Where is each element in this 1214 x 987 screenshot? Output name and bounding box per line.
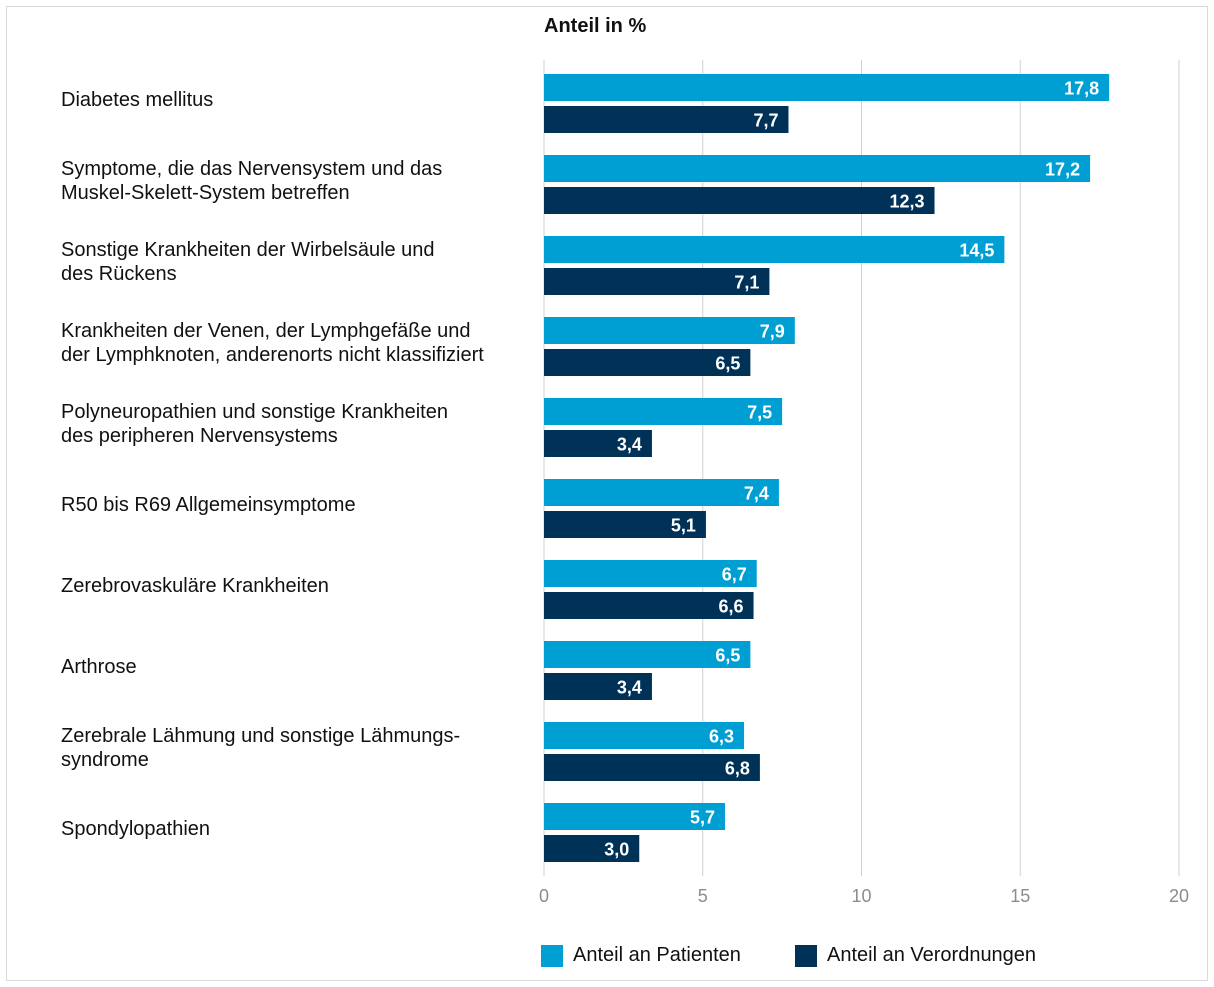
bar-data-label: 12,3: [889, 192, 924, 212]
category-label: Sonstige Krankheiten der Wirbelsäule und…: [61, 239, 435, 285]
bar-data-label: 6,7: [722, 565, 747, 585]
bar: [544, 479, 779, 506]
bar-data-label: 7,9: [760, 322, 785, 342]
bar-data-label: 7,5: [747, 403, 772, 423]
category-label: Diabetes mellitus: [61, 89, 214, 111]
bar: [544, 673, 652, 700]
bar-data-label: 6,8: [725, 759, 750, 779]
category-label: Arthrose: [61, 656, 137, 678]
bar: [544, 398, 783, 425]
bar-data-label: 7,4: [744, 484, 769, 504]
bar-data-label: 14,5: [959, 241, 994, 261]
bar-data-label: 17,2: [1045, 160, 1080, 180]
legend-label-verordnungen: Anteil an Verordnungen: [827, 944, 1037, 966]
legend-swatch-verordnungen: [795, 944, 817, 967]
bar-data-label: 3,4: [617, 678, 642, 698]
bar-data-label: 5,7: [690, 808, 715, 828]
bar-data-label: 6,5: [715, 354, 740, 374]
bar: [544, 835, 640, 862]
legend-label-patienten: Anteil an Patienten: [573, 944, 741, 966]
bar-data-label: 6,5: [715, 646, 740, 666]
bar: [544, 511, 706, 538]
chart-frame: [6, 6, 1208, 981]
bar: [544, 641, 751, 668]
bar: [544, 268, 770, 295]
bar-data-label: 17,8: [1064, 79, 1099, 99]
bar-data-label: 3,4: [617, 435, 642, 455]
category-label: Zerebrale Lähmung und sonstige Lähmungs-…: [61, 725, 461, 771]
bar: [544, 722, 745, 749]
bar-data-label: 6,6: [719, 597, 744, 617]
bar: [544, 236, 1005, 263]
x-tick-label: 20: [1169, 886, 1189, 906]
bar: [544, 803, 725, 830]
bar-data-label: 7,7: [753, 111, 778, 131]
bar-data-label: 3,0: [604, 840, 629, 860]
bar: [544, 155, 1091, 182]
x-tick-label: 5: [698, 886, 708, 906]
category-label: Spondylopathien: [61, 818, 211, 840]
bar: [544, 560, 757, 587]
legend-item-verordnungen: Anteil an Verordnungen: [795, 944, 1036, 967]
axis-title: Anteil in %: [544, 15, 647, 37]
bar: [544, 754, 760, 781]
bar-data-label: 7,1: [734, 273, 759, 293]
category-label: Krankheiten der Venen, der Lymphgefäße u…: [61, 320, 484, 366]
x-tick-label: 10: [851, 886, 871, 906]
category-label: Zerebrovaskuläre Krankheiten: [61, 575, 329, 597]
bar-data-label: 5,1: [671, 516, 696, 536]
bar: [544, 106, 789, 133]
category-label: Symptome, die das Nervensystem und das M…: [61, 158, 443, 204]
bar: [544, 349, 751, 376]
bar-data-label: 6,3: [709, 727, 734, 747]
bar: [544, 317, 795, 344]
legend-swatch-patienten: [541, 944, 563, 967]
bar: [544, 187, 935, 214]
x-tick-label: 15: [1010, 886, 1030, 906]
x-tick-label: 0: [539, 886, 549, 906]
category-label: Polyneuropathien und sonstige Krankheite…: [61, 401, 448, 447]
bar: [544, 74, 1110, 101]
bar: [544, 592, 754, 619]
legend-item-patienten: Anteil an Patienten: [541, 944, 741, 967]
bar: [544, 430, 652, 457]
category-label: R50 bis R69 Allgemeinsymptome: [61, 494, 356, 516]
